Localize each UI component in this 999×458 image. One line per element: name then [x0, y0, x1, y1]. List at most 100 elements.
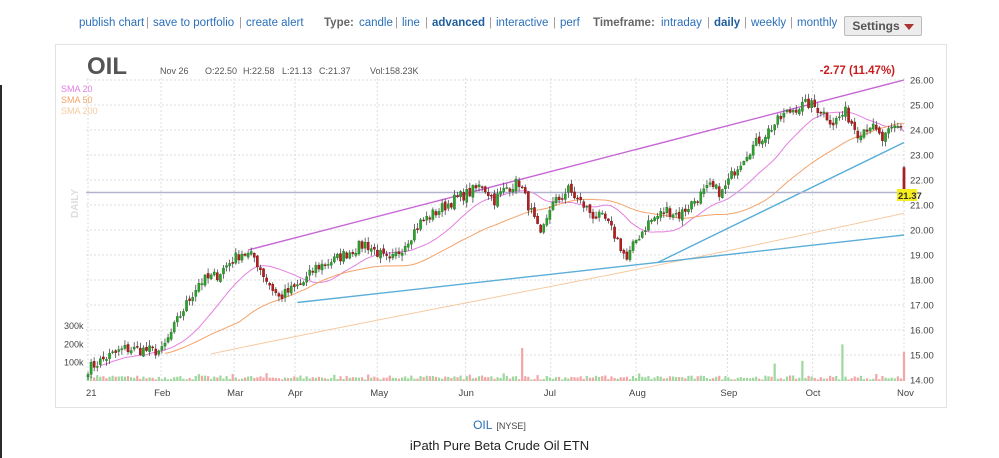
candle-down	[794, 109, 798, 113]
candle-up	[453, 194, 456, 210]
footer-symbol-link[interactable]: OIL	[473, 418, 493, 432]
candle-down	[280, 294, 284, 299]
candle-down	[351, 252, 355, 255]
candle	[413, 223, 416, 243]
volume-bar	[822, 378, 826, 381]
volume-bar	[287, 378, 290, 381]
candle-down	[490, 195, 493, 197]
price-tick-label: 16.00	[910, 326, 934, 337]
price-tick-label: 25.00	[910, 101, 934, 112]
candle	[283, 284, 287, 303]
candle	[788, 106, 792, 114]
candle-up	[810, 100, 813, 109]
volume-bar	[277, 378, 281, 381]
candle-up	[770, 130, 773, 132]
candle-up	[379, 250, 382, 259]
candle	[594, 211, 598, 220]
candle	[841, 110, 844, 121]
volume-bar	[653, 377, 656, 381]
type-advanced-link[interactable]: advanced	[432, 17, 486, 29]
volume-bar	[459, 375, 462, 381]
volume-bar	[736, 377, 739, 381]
type-interactive-link[interactable]: interactive	[496, 17, 549, 29]
candle	[86, 371, 90, 380]
candle-up	[647, 220, 650, 231]
volume-bar	[474, 377, 478, 381]
volume-bar	[367, 374, 370, 381]
candle	[443, 198, 447, 216]
candle-down	[102, 356, 105, 360]
create-alert-link[interactable]: create alert	[246, 17, 304, 29]
settings-button[interactable]: Settings	[844, 16, 922, 36]
candle	[99, 355, 102, 368]
candle	[530, 202, 533, 214]
candle	[727, 173, 730, 189]
candle	[631, 239, 635, 254]
symbol-title: OIL	[87, 53, 127, 80]
candle	[533, 202, 536, 219]
candle-up	[748, 154, 752, 160]
volume-bar	[687, 375, 690, 381]
save-to-portfolio-link[interactable]: save to portfolio	[153, 17, 235, 29]
candle-up	[157, 350, 161, 355]
candle	[696, 200, 699, 206]
candle-down	[360, 241, 364, 249]
timeframe-daily-link[interactable]: daily	[714, 17, 741, 29]
price-tick-label: 15.00	[910, 351, 934, 362]
candle	[446, 199, 450, 212]
volume-bar	[456, 377, 459, 381]
candle-up	[804, 99, 807, 102]
candle-down	[114, 350, 118, 353]
candle-up	[302, 282, 305, 286]
candle-up	[628, 250, 632, 260]
timeframe-weekly-link[interactable]: weekly	[751, 17, 787, 29]
volume-bar	[696, 376, 699, 381]
candle-down	[237, 254, 241, 261]
timeframe-intraday-link[interactable]: intraday	[661, 17, 702, 29]
candle	[828, 114, 832, 129]
volume-bar	[588, 377, 592, 381]
volume-bar	[517, 379, 521, 381]
candle	[893, 120, 897, 133]
volume-bar	[148, 377, 151, 381]
candle	[194, 284, 198, 302]
candle-up	[363, 242, 367, 249]
type-perf-link[interactable]: perf	[560, 17, 580, 29]
candle	[416, 223, 419, 234]
quote-date: Nov 26	[160, 66, 189, 76]
volume-bars	[86, 344, 906, 381]
candle	[483, 185, 487, 195]
candle-down	[576, 197, 579, 200]
volume-bar	[142, 376, 145, 381]
time-tick-label: May	[370, 388, 388, 399]
type-line-link[interactable]: line	[402, 17, 420, 29]
candle	[514, 175, 518, 195]
volume-bar	[333, 374, 336, 381]
volume-bar	[290, 377, 293, 381]
candle-down	[662, 212, 666, 214]
candle	[677, 207, 681, 222]
candle	[511, 183, 515, 196]
candle-down	[145, 347, 148, 351]
timeframe-monthly-link[interactable]: monthly	[797, 17, 838, 29]
volume-bar	[493, 378, 496, 381]
publish-chart-link[interactable]: publish chart	[79, 17, 145, 29]
candle	[329, 258, 333, 269]
candle-down	[856, 130, 860, 139]
candle	[345, 251, 348, 260]
type-candle-link[interactable]: candle	[359, 17, 393, 29]
candle-down	[154, 348, 158, 356]
candle-up	[653, 217, 656, 222]
volume-bar	[256, 377, 259, 381]
candle-down	[268, 283, 271, 286]
candle	[850, 119, 853, 127]
candle	[674, 209, 678, 218]
volume-bar	[844, 376, 847, 381]
candle-up	[333, 256, 336, 263]
price-tick-label: 26.00	[910, 76, 934, 87]
candle	[203, 273, 207, 288]
candle	[142, 345, 145, 358]
volume-bar	[721, 379, 724, 381]
candle	[240, 250, 244, 263]
